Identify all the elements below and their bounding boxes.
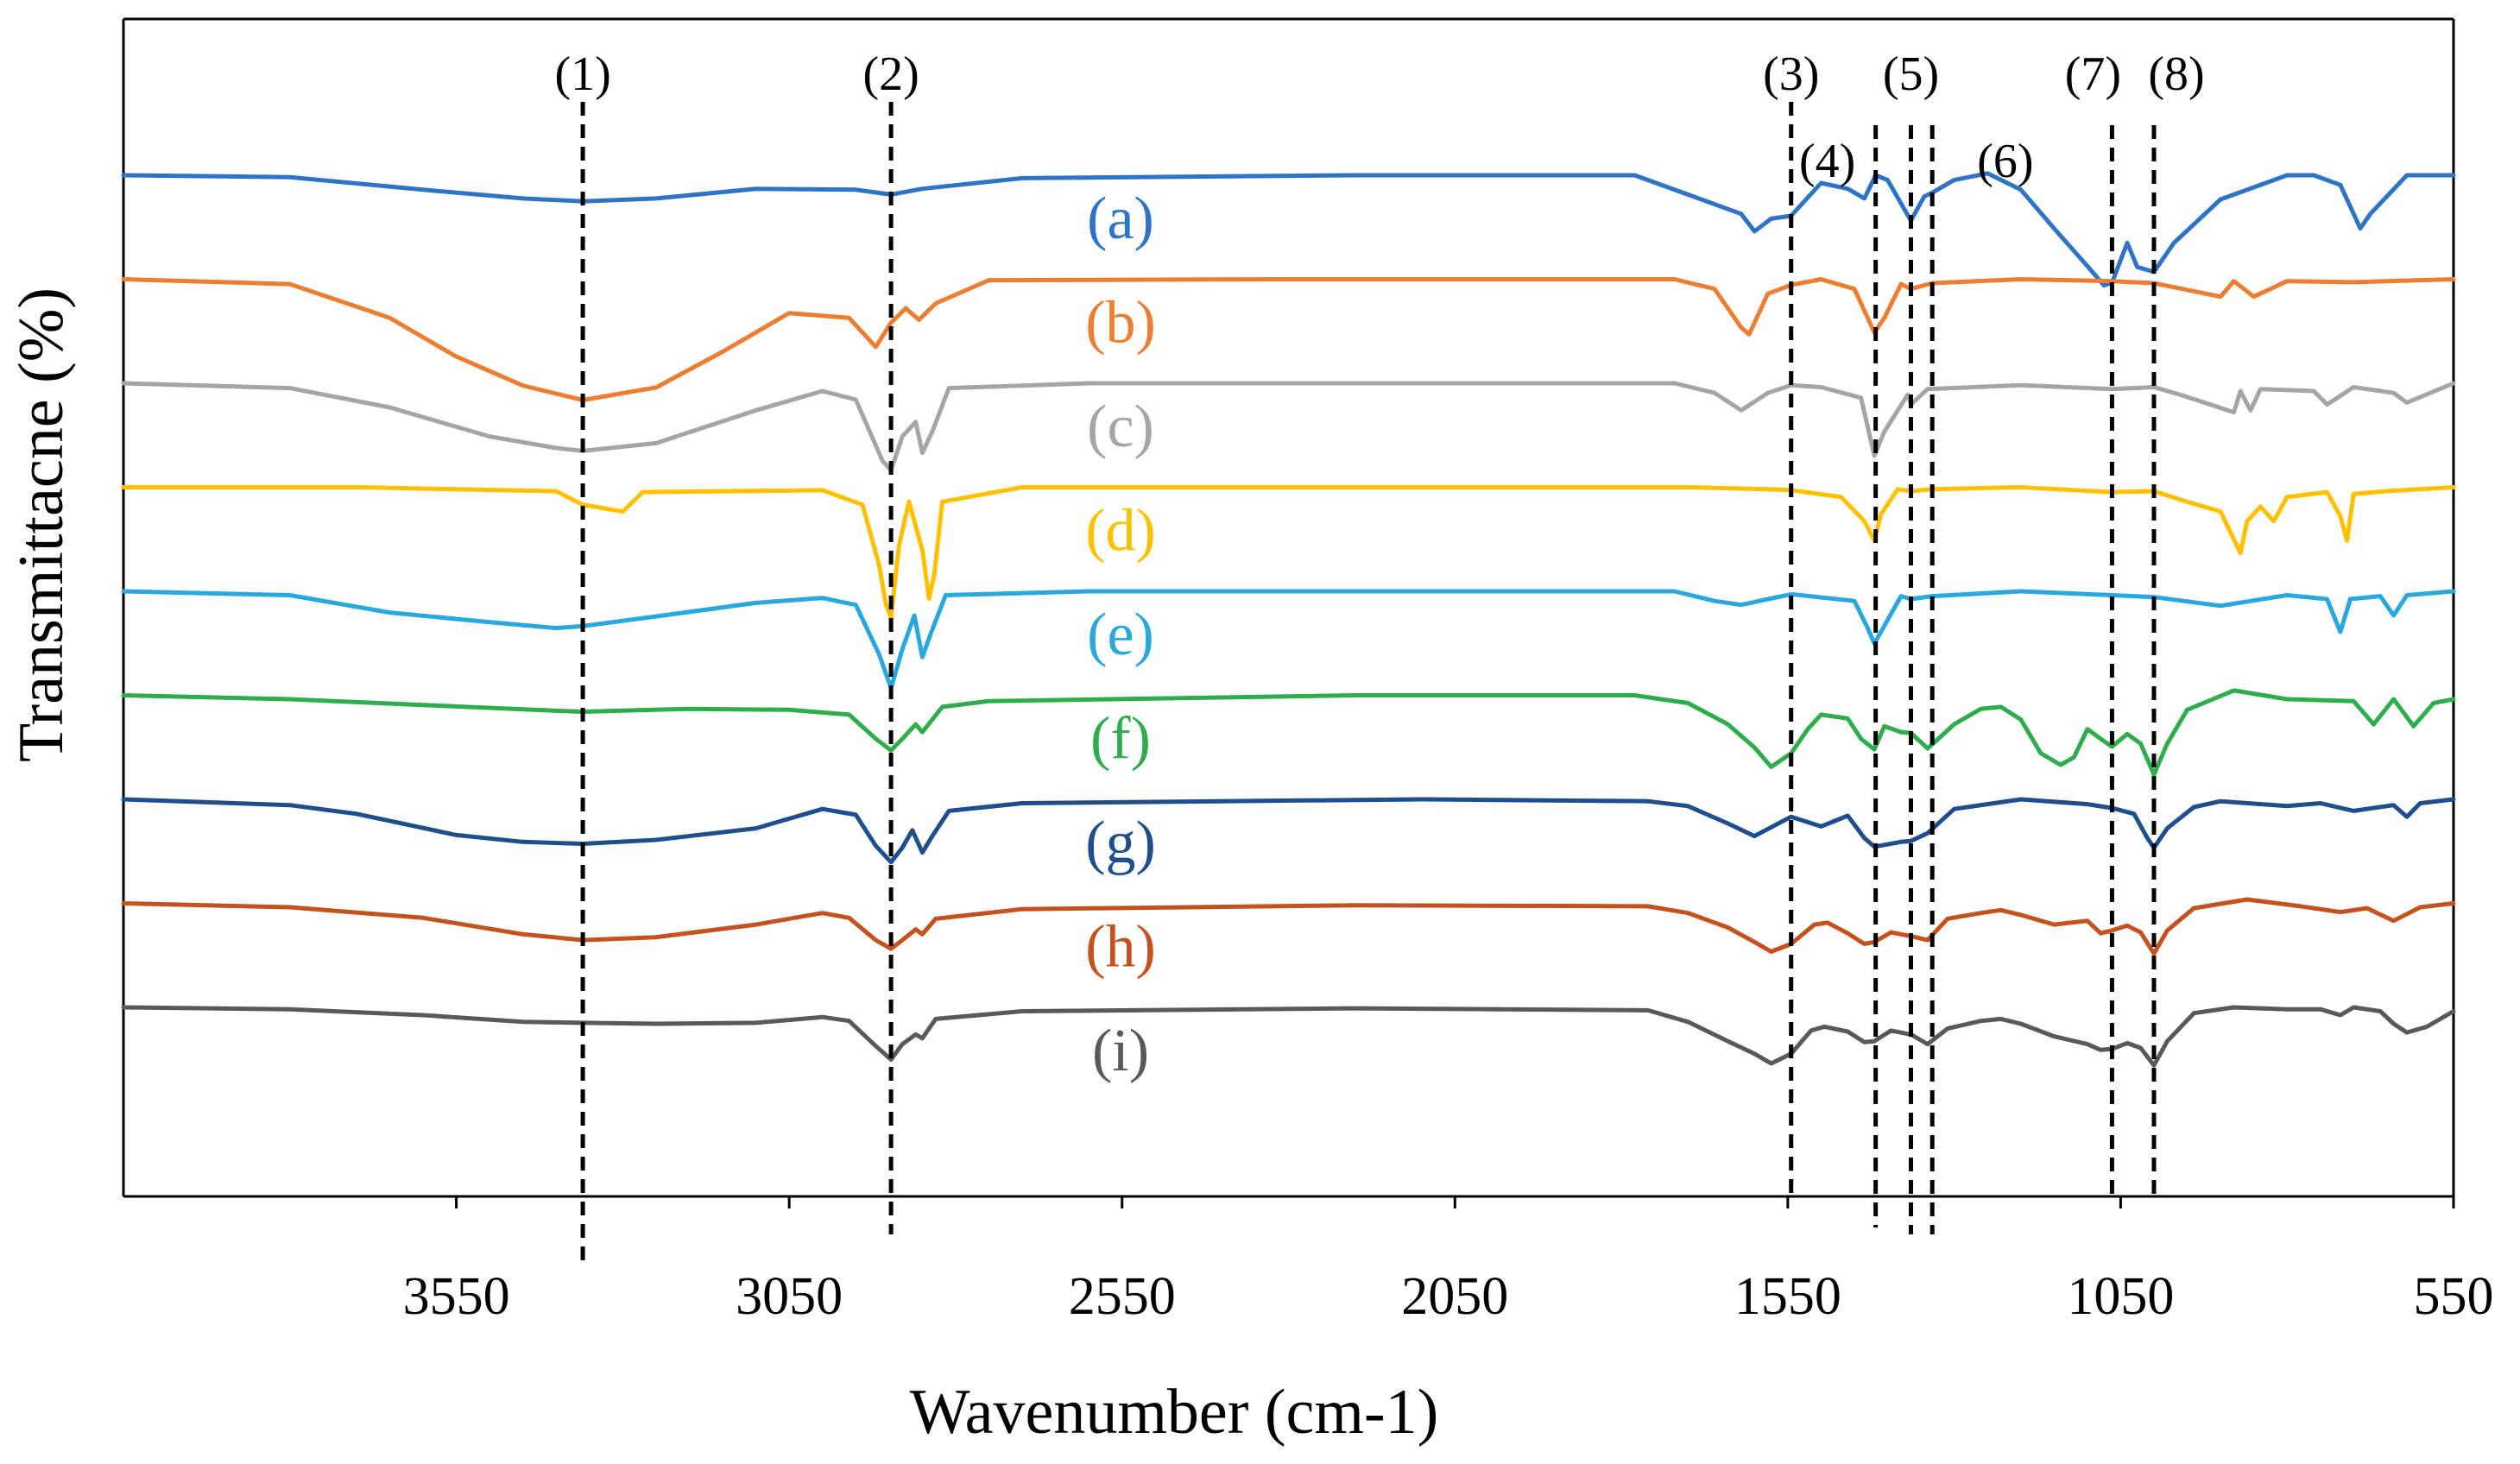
- spectrum-line-6: [121, 688, 2456, 777]
- spectrum-line-2: [121, 277, 2456, 402]
- marker-label-8: (8): [2148, 47, 2204, 101]
- spectrum-line-4: [121, 485, 2456, 621]
- series-label-4: (d): [1085, 498, 1156, 565]
- x-axis-title: Wavenumber (cm-1): [910, 1377, 1439, 1448]
- series-layer: [121, 171, 2456, 1068]
- spectrum-line-9: [121, 1005, 2456, 1068]
- spectrum-line-7: [121, 797, 2456, 865]
- x-tick-label-6: 1050: [2067, 1267, 2174, 1326]
- spectrum-line-5: [121, 589, 2456, 691]
- series-label-5: (e): [1087, 602, 1154, 668]
- y-axis-title: Transmittacne (%): [6, 287, 77, 762]
- series-label-3: (c): [1087, 394, 1154, 460]
- plot-area: [122, 17, 2455, 1198]
- series-label-7: (g): [1085, 810, 1156, 876]
- series-label-8: (h): [1085, 914, 1156, 981]
- x-tick-label-5: 1550: [1734, 1267, 1841, 1326]
- x-tick-label-1: 3550: [403, 1267, 510, 1326]
- marker-label-2: (2): [862, 47, 919, 101]
- marker-label-1: (1): [554, 47, 610, 101]
- series-label-layer: (a) (b) (c) (d) (e) (f) (g) (h) (i): [1085, 186, 1156, 1084]
- spectrum-line-8: [121, 897, 2456, 956]
- series-label-2: (b): [1085, 290, 1156, 357]
- x-tick-label-3: 2550: [1069, 1267, 1176, 1326]
- x-tick-label-2: 3050: [736, 1267, 843, 1326]
- marker-label-3: (3): [1763, 47, 1819, 101]
- marker-label-4: (4): [1799, 135, 1855, 188]
- spectrum-line-1: [121, 171, 2456, 288]
- x-tick-layer: 3550 3050 2550 2050 1550 1050 550: [403, 1196, 2494, 1326]
- marker-layer: (1) (2) (3) (4) (5) (6) (7) (8): [554, 47, 2205, 1267]
- series-label-6: (f): [1090, 706, 1151, 773]
- series-label-9: (i): [1092, 1018, 1149, 1084]
- spectrum-line-3: [121, 381, 2456, 473]
- marker-label-5: (5): [1883, 47, 1939, 101]
- marker-label-6: (6): [1977, 135, 2033, 188]
- x-tick-label-7: 550: [2414, 1267, 2494, 1326]
- x-tick-label-4: 2050: [1401, 1267, 1508, 1326]
- marker-label-7: (7): [2065, 47, 2121, 101]
- series-label-1: (a): [1087, 186, 1154, 252]
